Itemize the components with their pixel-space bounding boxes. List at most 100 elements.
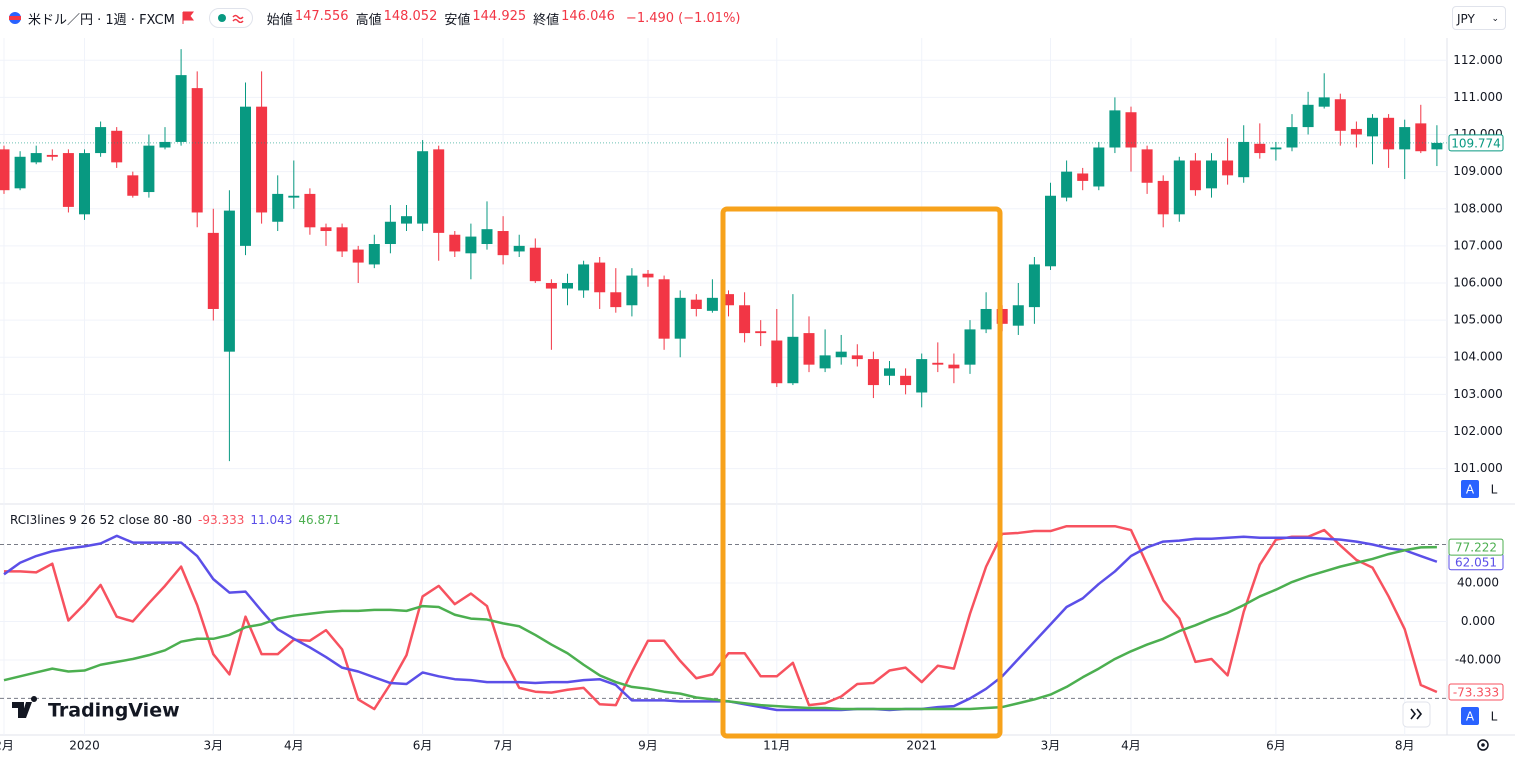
x-tick-label: 2020: [69, 739, 100, 753]
candle-body: [723, 294, 734, 306]
x-tick-label: 3月: [1041, 739, 1061, 753]
indicator-value: -93.333: [198, 513, 245, 527]
candle-body: [191, 88, 203, 213]
x-tick-label: 7月: [493, 739, 513, 753]
candle-body: [1028, 264, 1040, 308]
candle-body: [14, 156, 26, 189]
x-tick-label: 6月: [413, 739, 433, 753]
y-tick-label: 112.000: [1453, 53, 1503, 67]
candle-body: [95, 127, 107, 154]
settings-button[interactable]: [1477, 739, 1489, 751]
ohlc-label: 始値: [266, 12, 293, 28]
y-tick-label: 105.000: [1453, 313, 1503, 327]
candle-body: [690, 299, 702, 309]
candle-body: [1302, 104, 1314, 128]
candle-body: [578, 264, 590, 291]
candle-body: [867, 359, 879, 386]
logo: TradingView: [12, 696, 180, 722]
candle-body: [545, 282, 557, 289]
log-scale-label[interactable]: L: [1491, 483, 1498, 497]
candle-body: [674, 297, 686, 339]
y-tick-label: 106.000: [1453, 275, 1503, 289]
y-tick-label: 0.000: [1461, 614, 1495, 628]
x-tick-label: 6月: [1266, 739, 1286, 753]
candle-body: [513, 245, 525, 252]
rci-line: [3, 545, 1437, 711]
candle-body: [1270, 147, 1282, 150]
candle-body: [30, 153, 42, 163]
candle-body: [1334, 99, 1346, 131]
candle-body: [803, 333, 815, 365]
rci-line: [4, 524, 1438, 711]
candle-body: [288, 195, 300, 198]
candle-body: [240, 106, 251, 246]
status-pill: [208, 8, 253, 28]
currency[interactable]: JPY: [1457, 12, 1475, 26]
x-tick-label: 4月: [1121, 739, 1141, 753]
candle-body: [1222, 160, 1234, 176]
x-tick-label: 8月: [1395, 739, 1415, 753]
candle-body: [1125, 112, 1137, 148]
auto-scale-button[interactable]: [1461, 480, 1479, 498]
change: −1.490 (−1.01%): [625, 10, 741, 26]
ohlc-label: 高値: [355, 12, 382, 28]
candle-body: [932, 362, 944, 365]
candle-body: [143, 145, 155, 193]
ohlc-label: 終値: [533, 12, 560, 28]
candle-body: [900, 375, 912, 386]
candle-body: [835, 351, 847, 358]
candle-body: [320, 227, 332, 232]
auto-scale-label[interactable]: A: [1466, 710, 1475, 724]
y-tick-label: 109.000: [1453, 164, 1503, 178]
scroll-to-latest-button[interactable]: [1402, 701, 1431, 728]
candle-body: [417, 151, 429, 224]
last-value-box: [1448, 683, 1504, 701]
x-tick-label: 9月: [638, 739, 658, 753]
candle-body: [175, 75, 187, 142]
flag-icon: [9, 12, 21, 24]
candle-body: [1157, 180, 1169, 215]
last-value-box: [1448, 538, 1504, 556]
candle-body: [1045, 195, 1056, 267]
candle-body: [1189, 160, 1201, 191]
indicator-value: 11.043: [250, 513, 293, 527]
symbol-header: 米ドル／円 · 1週 · FXCM 始値 147.556 高値 148.052 安値 14…: [8, 8, 745, 28]
candle-body: [111, 130, 123, 163]
y-tick-label: 104.000: [1453, 350, 1503, 364]
dropdown-arrow: ⌄: [1491, 14, 1499, 24]
auto-scale-button[interactable]: [1461, 707, 1479, 725]
candle-body: [62, 153, 74, 207]
status-wave: [232, 14, 244, 23]
candle-body: [658, 279, 670, 339]
indicator-title: RCI3lines 9 26 52 close 80 -80: [10, 513, 193, 527]
last-value-label: -73.333: [1453, 686, 1499, 700]
candle-body: [256, 106, 268, 213]
symbol-title: 米ドル／円 · 1週 · FXCM: [28, 12, 175, 28]
candle-body: [368, 244, 380, 265]
x-tick-label: 4月: [284, 739, 304, 753]
candle-body: [884, 368, 895, 376]
candle-body: [626, 275, 638, 306]
auto-scale-label[interactable]: A: [1466, 483, 1475, 497]
candle-body: [1415, 123, 1427, 152]
candle-body: [497, 231, 509, 256]
last-price-label: 109.774: [1451, 136, 1501, 150]
candle-body: [1286, 127, 1298, 148]
candle-body: [610, 292, 622, 308]
candle-body: [159, 141, 171, 148]
candle-body: [272, 193, 284, 222]
currency-select[interactable]: JPY ⌄: [1452, 6, 1506, 30]
flag-marker: [182, 11, 194, 24]
candle-body: [1077, 173, 1089, 181]
y-tick-label: 103.000: [1453, 387, 1503, 401]
x-tick-label: 2021: [906, 739, 937, 753]
indicator-value: 46.871: [298, 513, 341, 527]
y-tick-label: 101.000: [1453, 461, 1503, 475]
y-tick-label: 40.000: [1457, 575, 1499, 589]
y-tick-label: 108.000: [1453, 201, 1503, 215]
candle-body: [1012, 305, 1024, 326]
candle-body: [79, 153, 90, 215]
log-scale-label[interactable]: L: [1491, 710, 1498, 724]
candle-body: [739, 305, 751, 334]
